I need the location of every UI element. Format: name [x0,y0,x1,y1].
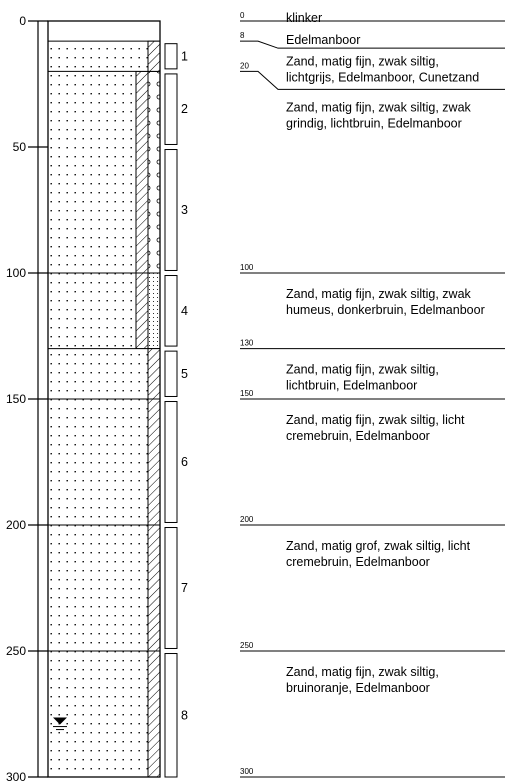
side-column-hatch [147,40,161,72]
depth-tick-label: 150 [6,392,26,406]
side-column-hatch-offset [135,71,149,274]
sample-number: 8 [181,708,188,722]
layer-description-line: lichtgrijs, Edelmanboor, Cunetzand [286,70,479,84]
side-column-hatch [147,348,161,778]
layer-description-line: Zand, matig fijn, zwak siltig, licht [286,413,465,427]
boundary-depth-label: 200 [240,515,254,524]
layer-description-line: Zand, matig fijn, zwak siltig, [286,54,439,68]
sample-number: 3 [181,203,188,217]
side-column-hatch-offset [135,272,149,349]
sample-box [164,73,178,145]
layer-description-line: Zand, matig fijn, zwak siltig, zwak [286,287,472,301]
sample-number: 6 [181,455,188,469]
layer-descriptions: 0 8 20 100 130 150 200 250 300 klinker Edelmanboor… [240,11,505,778]
sample-number: 7 [181,581,188,595]
boundary-depth-label: 130 [240,339,254,348]
layer-description-line: Zand, matig fijn, zwak siltig, [286,665,439,679]
sample-intervals: 1 2 3 4 5 6 7 8 [164,43,188,778]
sample-box [164,43,178,70]
layer-description-line: bruinoranje, Edelmanboor [286,681,430,695]
soil-layer-2 [48,41,148,72]
boundary-line [240,70,505,90]
layer-description-line: Zand, matig grof, zwak siltig, licht [286,539,471,553]
layer-description-line: grindig, lichtbruin, Edelmanboor [286,116,462,130]
soil-layer-7 [48,525,148,651]
sample-box [164,350,178,397]
groundwater-triangle-icon [53,717,67,725]
sample-box [164,653,178,778]
depth-tick-label: 100 [6,266,26,280]
boundary-depth-label: 20 [240,61,249,70]
layer-description-line: Zand, matig fijn, zwak siltig, [286,363,439,377]
depth-tick-label: 300 [6,770,26,782]
sample-number: 1 [181,49,188,63]
layer-description-line: lichtbruin, Edelmanboor [286,379,417,393]
depth-tick-label: 200 [6,518,26,532]
sample-box [164,527,178,649]
layer-description-line: Edelmanboor [286,33,360,47]
boundary-depth-label: 100 [240,263,254,272]
boundary-depth-label: 150 [240,389,254,398]
boundary-depth-label: 300 [240,767,254,776]
soil-layer-6 [48,399,148,525]
side-column-gravel-circles [147,71,161,274]
groundwater-marker [53,717,67,731]
layer-description-line: humeus, donkerbruin, Edelmanboor [286,303,485,317]
column-frame [47,20,161,778]
depth-tick-label: 250 [6,644,26,658]
depth-tick-label: 50 [13,140,27,154]
boundary-depth-label: 8 [240,31,245,40]
soil-layer-4 [48,273,136,349]
depth-axis: 0 50 100 150 200 250 300 [6,14,48,782]
layer-description-line: cremebruin, Edelmanboor [286,429,430,443]
soil-layer-8 [48,651,148,777]
sample-number: 2 [181,102,188,116]
boundary-line [240,40,505,49]
sample-box [164,401,178,523]
soil-layer-3 [48,71,136,274]
layer-description-line: Zand, matig fijn, zwak siltig, zwak [286,100,472,114]
side-column-fine-dots [147,272,161,349]
layer-description-line: klinker [286,11,322,25]
depth-tick-label: 0 [19,14,26,28]
boundary-depth-label: 0 [240,11,245,20]
sample-number: 4 [181,304,188,318]
soil-layer-5 [48,348,148,399]
sample-box [164,275,178,347]
layer-description-line: cremebruin, Edelmanboor [286,555,430,569]
boundary-depth-label: 250 [240,641,254,650]
soil-layers [48,41,148,777]
column-outline [47,20,161,778]
sample-number: 5 [181,367,188,381]
sample-box [164,149,178,271]
